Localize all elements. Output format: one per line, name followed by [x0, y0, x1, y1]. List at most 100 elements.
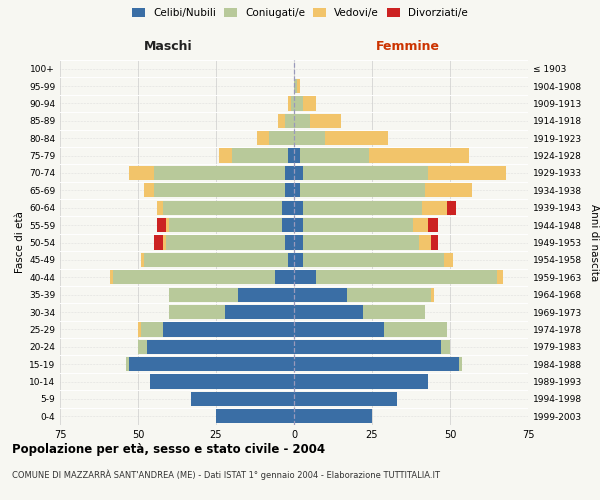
Bar	[294, 374, 428, 388]
Bar	[294, 340, 440, 354]
Bar	[154, 236, 163, 250]
Bar	[362, 305, 425, 319]
Bar	[278, 114, 284, 128]
Bar	[294, 218, 304, 232]
Bar	[304, 218, 413, 232]
Bar	[169, 305, 226, 319]
Bar	[157, 200, 163, 215]
Bar	[163, 322, 294, 336]
Bar	[288, 253, 294, 267]
Bar	[113, 270, 275, 284]
Bar	[413, 218, 428, 232]
Bar	[238, 288, 294, 302]
Text: Femmine: Femmine	[376, 40, 440, 52]
Bar	[369, 148, 469, 162]
Text: Popolazione per età, sesso e stato civile - 2004: Popolazione per età, sesso e stato civil…	[12, 442, 325, 456]
Bar	[294, 409, 372, 424]
Bar	[294, 131, 325, 146]
Bar	[163, 200, 281, 215]
Bar	[281, 218, 294, 232]
Bar	[428, 218, 437, 232]
Bar	[316, 270, 497, 284]
Bar	[431, 288, 434, 302]
Bar	[497, 270, 503, 284]
Bar	[169, 218, 281, 232]
Bar	[294, 236, 304, 250]
Bar	[110, 270, 113, 284]
Bar	[257, 131, 269, 146]
Bar	[460, 357, 463, 372]
Text: Maschi: Maschi	[143, 40, 193, 52]
Bar	[281, 200, 294, 215]
Bar	[304, 166, 428, 180]
Bar	[294, 96, 304, 110]
Bar	[144, 183, 154, 198]
Bar	[138, 322, 141, 336]
Bar	[304, 236, 419, 250]
Bar	[300, 148, 369, 162]
Bar	[428, 166, 506, 180]
Bar	[294, 148, 300, 162]
Bar	[419, 236, 431, 250]
Bar	[148, 340, 294, 354]
Bar	[304, 96, 316, 110]
Bar	[444, 253, 453, 267]
Bar	[291, 96, 294, 110]
Bar	[288, 148, 294, 162]
Bar	[226, 305, 294, 319]
Bar	[157, 218, 166, 232]
Bar	[191, 392, 294, 406]
Bar	[422, 200, 447, 215]
Bar	[128, 357, 294, 372]
Bar	[166, 236, 284, 250]
Bar	[232, 148, 288, 162]
Bar	[304, 200, 422, 215]
Bar	[144, 253, 288, 267]
Bar	[141, 253, 144, 267]
Bar	[385, 322, 447, 336]
Bar	[294, 79, 297, 93]
Bar	[431, 236, 437, 250]
Bar	[300, 183, 425, 198]
Bar	[347, 288, 431, 302]
Bar	[275, 270, 294, 284]
Bar	[294, 114, 310, 128]
Y-axis label: Fasce di età: Fasce di età	[15, 212, 25, 274]
Bar	[425, 183, 472, 198]
Bar	[294, 288, 347, 302]
Bar	[304, 253, 444, 267]
Bar	[154, 166, 284, 180]
Bar	[269, 131, 294, 146]
Bar	[294, 200, 304, 215]
Bar	[216, 409, 294, 424]
Bar	[163, 236, 166, 250]
Bar	[138, 340, 148, 354]
Bar	[125, 357, 128, 372]
Bar	[284, 183, 294, 198]
Bar	[297, 79, 300, 93]
Bar	[154, 183, 284, 198]
Bar	[294, 270, 316, 284]
Bar	[284, 166, 294, 180]
Legend: Celibi/Nubili, Coniugati/e, Vedovi/e, Divorziati/e: Celibi/Nubili, Coniugati/e, Vedovi/e, Di…	[132, 8, 468, 18]
Bar	[219, 148, 232, 162]
Bar	[294, 183, 300, 198]
Y-axis label: Anni di nascita: Anni di nascita	[589, 204, 599, 281]
Bar	[284, 236, 294, 250]
Bar	[294, 305, 362, 319]
Bar	[284, 114, 294, 128]
Text: COMUNE DI MAZZARRÀ SANT'ANDREA (ME) - Dati ISTAT 1° gennaio 2004 - Elaborazione : COMUNE DI MAZZARRÀ SANT'ANDREA (ME) - Da…	[12, 469, 440, 480]
Bar	[141, 322, 163, 336]
Bar	[294, 392, 397, 406]
Bar	[294, 253, 304, 267]
Bar	[294, 322, 385, 336]
Bar	[166, 218, 169, 232]
Bar	[447, 200, 456, 215]
Bar	[169, 288, 238, 302]
Bar	[151, 374, 294, 388]
Bar	[294, 166, 304, 180]
Bar	[440, 340, 450, 354]
Bar	[128, 166, 154, 180]
Bar	[288, 96, 291, 110]
Bar	[325, 131, 388, 146]
